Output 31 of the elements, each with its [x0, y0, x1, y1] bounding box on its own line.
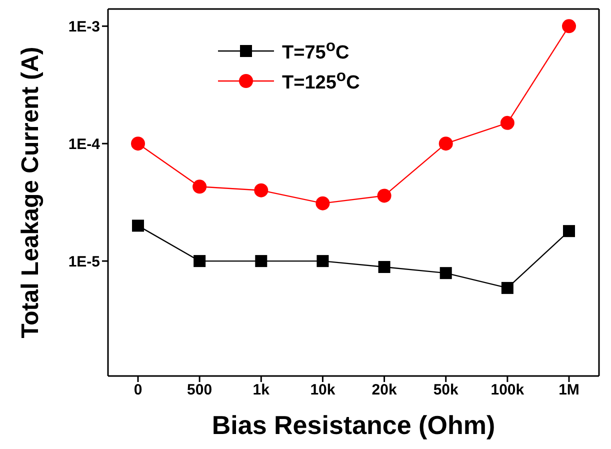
- y-tick-label: 1E-4: [68, 136, 101, 153]
- point: [438, 136, 453, 151]
- y-tick-label: 1E-5: [68, 253, 100, 270]
- point: [254, 183, 268, 198]
- x-tick-label: 50k: [433, 382, 460, 399]
- legend-label: T=75$^{o}$C: [282, 38, 350, 64]
- point: [500, 116, 514, 130]
- point: [377, 188, 392, 203]
- point: [132, 220, 144, 232]
- point: [131, 136, 145, 151]
- point: [316, 255, 329, 268]
- x-tick-label: 1k: [252, 382, 270, 399]
- point: [194, 255, 206, 268]
- x-tick-label: 100k: [490, 382, 525, 399]
- legend-label: T=125$^{o}$C: [282, 68, 360, 94]
- x-tick-label: 1M: [558, 382, 580, 399]
- x-tick-label: 20k: [372, 382, 398, 399]
- point: [562, 19, 576, 34]
- y-axis-title: Total Leakage Current (A): [17, 46, 44, 338]
- point: [255, 255, 268, 268]
- x-tick-label: 500: [187, 382, 212, 399]
- point: [563, 225, 575, 238]
- point: [316, 196, 330, 210]
- x-tick-label: 10k: [310, 382, 336, 399]
- y-tick-label: 1E-3: [68, 18, 100, 36]
- x-tick-label: 0: [134, 382, 142, 399]
- point: [440, 267, 452, 280]
- point: [192, 180, 207, 194]
- x-axis-title: Bias Resistance (Ohm): [212, 410, 496, 440]
- point: [378, 260, 390, 273]
- point: [501, 282, 514, 294]
